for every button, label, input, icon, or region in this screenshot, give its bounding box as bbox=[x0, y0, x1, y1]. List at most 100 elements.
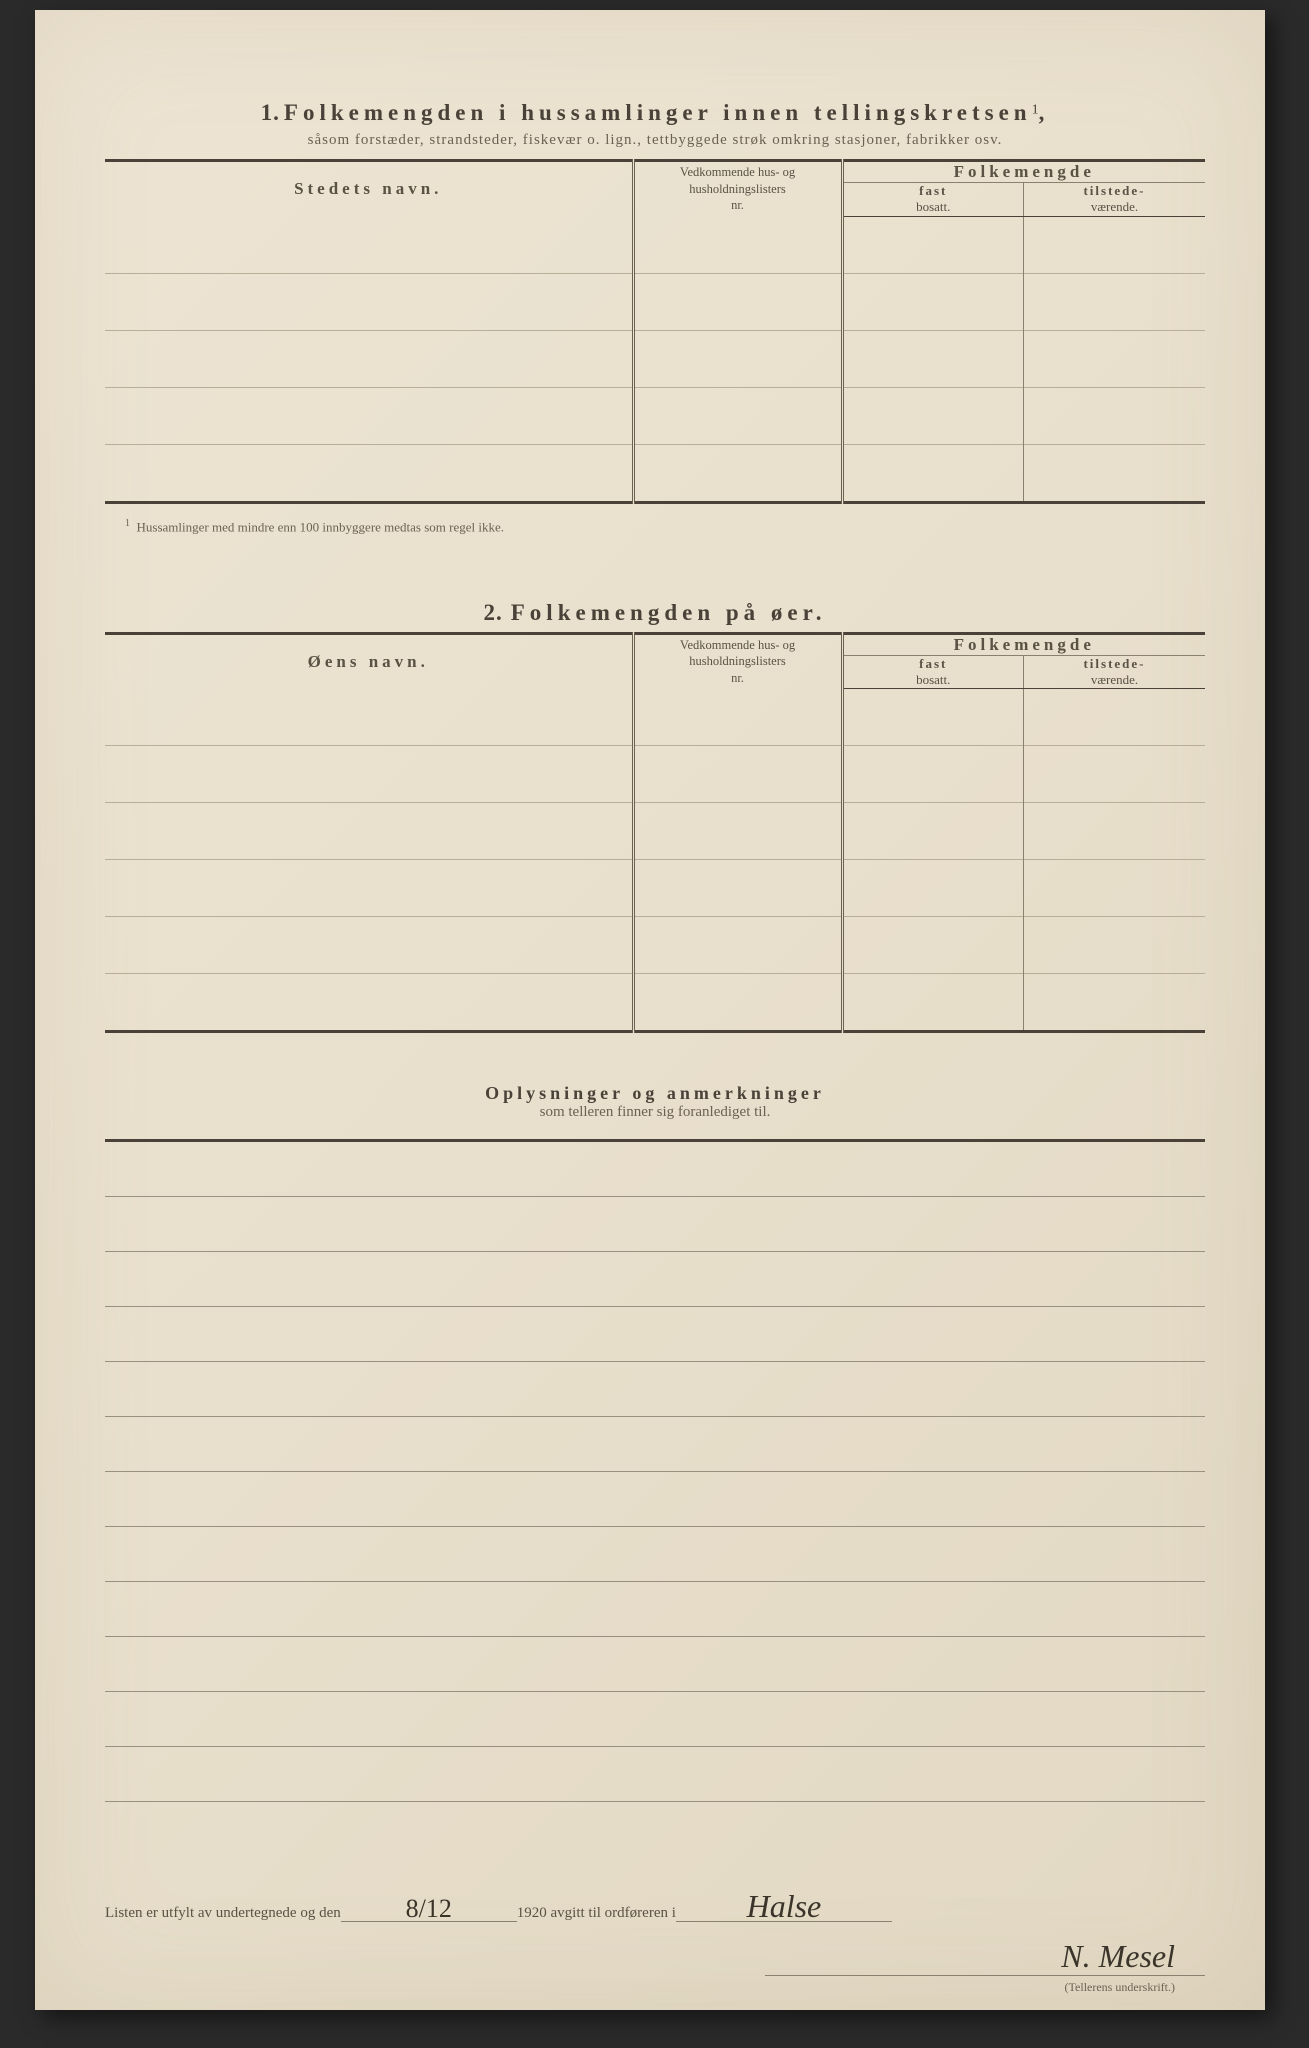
ruled-line bbox=[105, 1472, 1205, 1527]
vedk-l3: nr. bbox=[731, 198, 744, 212]
section3-heading: Oplysninger og anmerkninger bbox=[485, 1083, 825, 1103]
table-cell bbox=[105, 746, 633, 803]
col-oens-navn: Øens navn. bbox=[105, 633, 633, 689]
section1-subtitle: såsom forstæder, strandsteder, fiskevær … bbox=[105, 132, 1205, 149]
tilst-t: værende. bbox=[1091, 199, 1138, 214]
tilst2-b: tilstede- bbox=[1024, 656, 1205, 672]
section2-table: Øens navn. Vedkommende hus- og husholdni… bbox=[105, 632, 1205, 1034]
section1-table: Stedets navn. Vedkommende hus- og hushol… bbox=[105, 159, 1205, 504]
table-cell bbox=[842, 803, 1024, 860]
page-wrapper: 1. Folkemengden i hussamlinger innen tel… bbox=[0, 0, 1309, 2048]
footnote-text: Hussamlinger med mindre enn 100 innbygge… bbox=[137, 519, 505, 534]
table-cell bbox=[842, 689, 1024, 746]
section2-heading: Folkemengden på øer. bbox=[511, 600, 827, 625]
col-folkemengde2: Folkemengde bbox=[842, 633, 1205, 655]
section2-title: 2. Folkemengden på øer. bbox=[105, 600, 1205, 626]
table-cell bbox=[1024, 387, 1206, 444]
table-cell bbox=[105, 974, 633, 1032]
fast2-b: fast bbox=[844, 656, 1024, 672]
section1-number: 1. bbox=[261, 100, 280, 125]
table-cell bbox=[105, 860, 633, 917]
table-cell bbox=[1024, 216, 1206, 273]
table-cell bbox=[105, 387, 633, 444]
ruled-line bbox=[105, 1582, 1205, 1637]
table-row bbox=[105, 917, 1205, 974]
ruled-line bbox=[105, 1527, 1205, 1582]
table-cell bbox=[842, 917, 1024, 974]
section1-heading: Folkemengden i hussamlinger innen tellin… bbox=[284, 100, 1032, 125]
ruled-line bbox=[105, 1637, 1205, 1692]
table-row bbox=[105, 689, 1205, 746]
col-fast2: fast bosatt. bbox=[842, 655, 1024, 689]
table-cell bbox=[842, 444, 1024, 502]
ruled-line bbox=[105, 1747, 1205, 1802]
section1-sup: 1 bbox=[1032, 103, 1039, 118]
table-cell bbox=[842, 974, 1024, 1032]
table-cell bbox=[105, 330, 633, 387]
ruled-line bbox=[105, 1307, 1205, 1362]
tilst2-t: værende. bbox=[1091, 672, 1138, 687]
table-cell bbox=[1024, 444, 1206, 502]
ruled-line bbox=[105, 1252, 1205, 1307]
table-row bbox=[105, 216, 1205, 273]
table-cell bbox=[842, 330, 1024, 387]
table-cell bbox=[633, 216, 842, 273]
col-vedkommende: Vedkommende hus- og husholdningslisters … bbox=[633, 161, 842, 217]
table-cell bbox=[633, 273, 842, 330]
section1-comma: , bbox=[1039, 100, 1050, 125]
section2-body bbox=[105, 689, 1205, 1032]
vedk-l2: husholdningslisters bbox=[689, 182, 786, 196]
signature-area: Listen er utfylt av undertegnede og den … bbox=[105, 1892, 1205, 2032]
vedk2-l2: husholdningslisters bbox=[689, 654, 786, 668]
table-row bbox=[105, 444, 1205, 502]
table-row bbox=[105, 746, 1205, 803]
fast-b: fast bbox=[844, 183, 1024, 199]
section1-footnote: 1 Hussamlinger med mindre enn 100 innbyg… bbox=[105, 518, 1205, 535]
section3-title: Oplysninger og anmerkninger bbox=[105, 1083, 1205, 1104]
table-row bbox=[105, 860, 1205, 917]
table-cell bbox=[105, 689, 633, 746]
signature-caption: (Tellerens underskrift.) bbox=[105, 1980, 1205, 1995]
table-cell bbox=[1024, 974, 1206, 1032]
table-cell bbox=[633, 803, 842, 860]
table-cell bbox=[1024, 330, 1206, 387]
fast-t: bosatt. bbox=[916, 199, 950, 214]
table-cell bbox=[633, 860, 842, 917]
vedk2-l1: Vedkommende hus- og bbox=[680, 638, 795, 652]
table-row bbox=[105, 974, 1205, 1032]
table-cell bbox=[633, 444, 842, 502]
vedk2-l3: nr. bbox=[731, 671, 744, 685]
table-cell bbox=[633, 974, 842, 1032]
table-cell bbox=[1024, 746, 1206, 803]
table-cell bbox=[105, 216, 633, 273]
table-cell bbox=[105, 803, 633, 860]
table-cell bbox=[633, 387, 842, 444]
table-cell bbox=[842, 216, 1024, 273]
table-cell bbox=[842, 860, 1024, 917]
table-row bbox=[105, 387, 1205, 444]
table-row bbox=[105, 330, 1205, 387]
table-cell bbox=[105, 444, 633, 502]
section3-lines bbox=[105, 1139, 1205, 1802]
signature-name-line: N. Mesel bbox=[765, 1938, 1205, 1976]
table-cell bbox=[633, 330, 842, 387]
col-stedets-navn: Stedets navn. bbox=[105, 161, 633, 217]
ruled-line bbox=[105, 1692, 1205, 1747]
ruled-line bbox=[105, 1417, 1205, 1472]
col-folkemengde: Folkemengde bbox=[842, 161, 1205, 183]
table-cell bbox=[842, 273, 1024, 330]
tilst-b: tilstede- bbox=[1024, 183, 1205, 199]
col-tilstede: tilstede- værende. bbox=[1024, 183, 1206, 217]
section1-body bbox=[105, 216, 1205, 502]
table-cell bbox=[842, 387, 1024, 444]
table-cell bbox=[1024, 689, 1206, 746]
sig-date: 8/12 bbox=[341, 1897, 517, 1921]
table-cell bbox=[633, 917, 842, 974]
table-cell bbox=[633, 689, 842, 746]
table-cell bbox=[1024, 917, 1206, 974]
col-vedkommende2: Vedkommende hus- og husholdningslisters … bbox=[633, 633, 842, 689]
table-cell bbox=[842, 746, 1024, 803]
vedk-l1: Vedkommende hus- og bbox=[680, 165, 795, 179]
sig-text2: 1920 avgitt til ordføreren i bbox=[517, 1905, 676, 1922]
signer: N. Mesel bbox=[1061, 1938, 1175, 1974]
